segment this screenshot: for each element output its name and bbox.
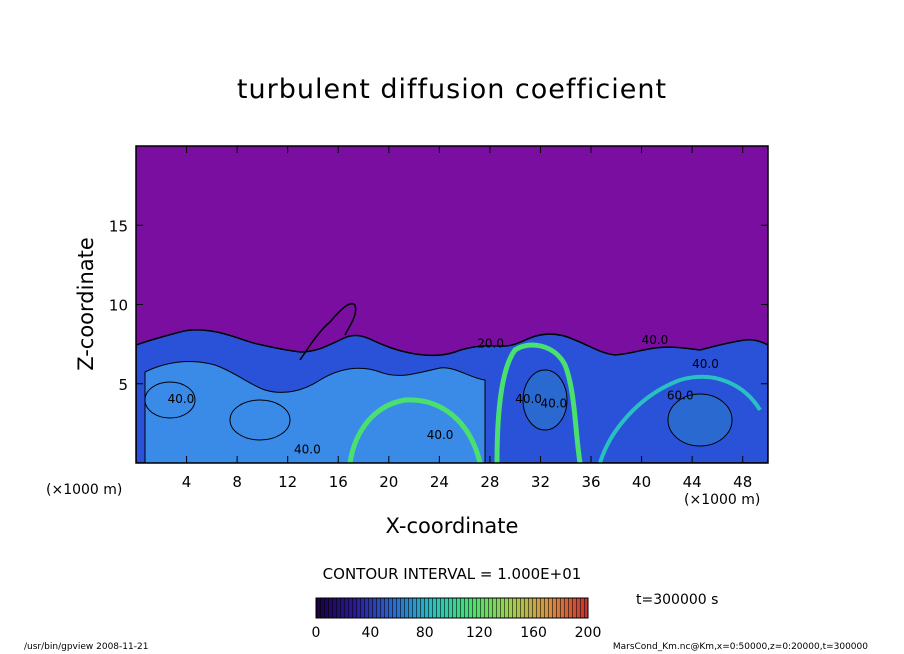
x-tick-label: 16 [329, 473, 348, 491]
y-tick-label: 5 [118, 376, 128, 394]
chart-title: turbulent diffusion coefficient [236, 74, 668, 105]
colorbar-tick-label: 200 [575, 625, 602, 641]
eddy-2 [522, 369, 568, 431]
colorbar-frame [315, 597, 589, 619]
x-tick-label: 32 [531, 473, 550, 491]
contour-labels: 40.040.020.040.040.040.040.040.060.0 [168, 333, 719, 456]
x-tick-label: 24 [430, 473, 449, 491]
inner-region [144, 360, 486, 463]
x-tick-label: 36 [581, 473, 600, 491]
colorbar-ticks: 0 40 80 120 160 200 [312, 625, 602, 641]
footer-left: /usr/bin/gpview 2008-11-21 [24, 642, 149, 652]
y-tick-label: 15 [109, 217, 128, 235]
x-tick-label: 48 [733, 473, 752, 491]
contour-label: 40.0 [692, 357, 719, 371]
contour-label: 40.0 [540, 397, 567, 411]
footer-right: MarsCond_Km.nc@Km,x=0:50000,z=0:20000,t=… [612, 642, 868, 652]
contour-label: 60.0 [667, 389, 694, 403]
eddy-4 [229, 399, 291, 441]
x-tick-label: 28 [480, 473, 499, 491]
x-axis-unit: (×1000 m) [684, 492, 761, 508]
x-tick-label: 4 [182, 473, 192, 491]
turbulent-field: 40.040.020.040.040.040.040.040.060.0 [136, 303, 768, 463]
colorbar-tick-label: 120 [466, 625, 493, 641]
x-axis-ticks: 4 8 12 16 20 24 28 32 36 40 44 48 [182, 146, 752, 491]
convective-plume [299, 303, 357, 361]
contour-label: 40.0 [168, 392, 195, 406]
x-tick-label: 12 [278, 473, 297, 491]
x-tick-label: 44 [683, 473, 702, 491]
x-tick-label: 40 [632, 473, 651, 491]
y-axis-unit: (×1000 m) [46, 482, 123, 498]
contour-interval: CONTOUR INTERVAL = 1.000E+01 [322, 565, 582, 583]
y-tick-label: 10 [109, 297, 128, 315]
y-axis-ticks: 5 10 15 [109, 217, 768, 394]
colorbar-stripes [316, 598, 588, 618]
x-axis-label: X-coordinate [385, 514, 519, 538]
time-label: t=300000 s [636, 592, 719, 608]
green-plume-2 [494, 342, 583, 463]
green-plume-1 [347, 397, 483, 463]
contour-label: 40.0 [642, 333, 669, 347]
colorbar-tick-label: 0 [312, 625, 321, 641]
contour-label: 20.0 [477, 336, 504, 350]
x-tick-label: 8 [232, 473, 242, 491]
contour-label: 40.0 [515, 392, 542, 406]
contour-label: 40.0 [294, 442, 321, 456]
x-tick-label: 20 [379, 473, 398, 491]
y-axis-label: Z-coordinate [74, 237, 98, 371]
colorbar-tick-label: 80 [416, 625, 434, 641]
eddy-1 [144, 381, 196, 419]
green-plume-3 [598, 374, 762, 463]
colorbar-tick-label: 160 [520, 625, 547, 641]
colorbar-tick-label: 40 [361, 625, 379, 641]
eddy-3 [667, 393, 733, 447]
contour-label: 40.0 [427, 428, 454, 442]
